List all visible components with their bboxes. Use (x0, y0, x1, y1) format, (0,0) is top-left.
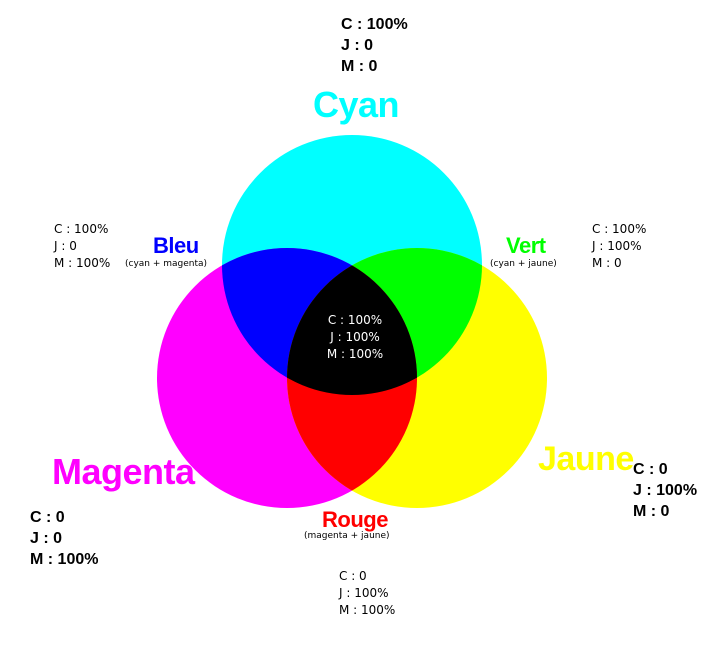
vert-m: M : 0 (592, 256, 622, 270)
noir-values: C : 100% J : 100% M : 100% (312, 312, 398, 363)
magenta-c: C : 0 (30, 509, 65, 526)
magenta-label: Magenta (52, 451, 195, 492)
cyan-c: C : 100% (341, 16, 408, 33)
rouge-c: C : 0 (339, 569, 367, 583)
vert-sublabel: (cyan + jaune) (490, 259, 557, 269)
vert-c: C : 100% (592, 222, 647, 236)
jaune-c: C : 0 (633, 461, 668, 478)
jaune-values: C : 0 J : 100% M : 0 (633, 459, 697, 522)
bleu-j: J : 0 (54, 239, 77, 253)
rouge-sublabel: (magenta + jaune) (304, 531, 390, 541)
magenta-values: C : 0 J : 0 M : 100% (30, 507, 98, 570)
noir-c: C : 100% (327, 313, 383, 327)
bleu-sublabel: (cyan + magenta) (125, 259, 208, 269)
noir-j: J : 100% (330, 330, 380, 344)
bleu-values: C : 100% J : 0 M : 100% (54, 221, 110, 272)
rouge-j: J : 100% (339, 586, 389, 600)
black-center (287, 248, 417, 395)
magenta-m: M : 100% (30, 551, 99, 568)
bleu-m: M : 100% (54, 256, 111, 270)
noir-m: M : 100% (326, 347, 384, 361)
jaune-label: Jaune (538, 440, 634, 478)
bleu-label: Bleu (153, 233, 199, 258)
rouge-label: Rouge (322, 507, 388, 532)
vert-label: Vert (506, 233, 546, 258)
magenta-j: J : 0 (30, 530, 63, 547)
cyan-label: Cyan (313, 84, 400, 125)
vert-values: C : 100% J : 100% M : 0 (592, 221, 646, 272)
cyan-m: M : 0 (341, 58, 378, 75)
rouge-values: C : 0 J : 100% M : 100% (339, 568, 395, 619)
vert-j: J : 100% (592, 239, 642, 253)
cyan-j: J : 0 (341, 37, 374, 54)
rouge-m: M : 100% (339, 603, 396, 617)
jaune-j: J : 100% (633, 482, 698, 499)
jaune-m: M : 0 (633, 503, 670, 520)
bleu-c: C : 100% (54, 222, 109, 236)
cyan-values: C : 100% J : 0 M : 0 (341, 14, 408, 77)
